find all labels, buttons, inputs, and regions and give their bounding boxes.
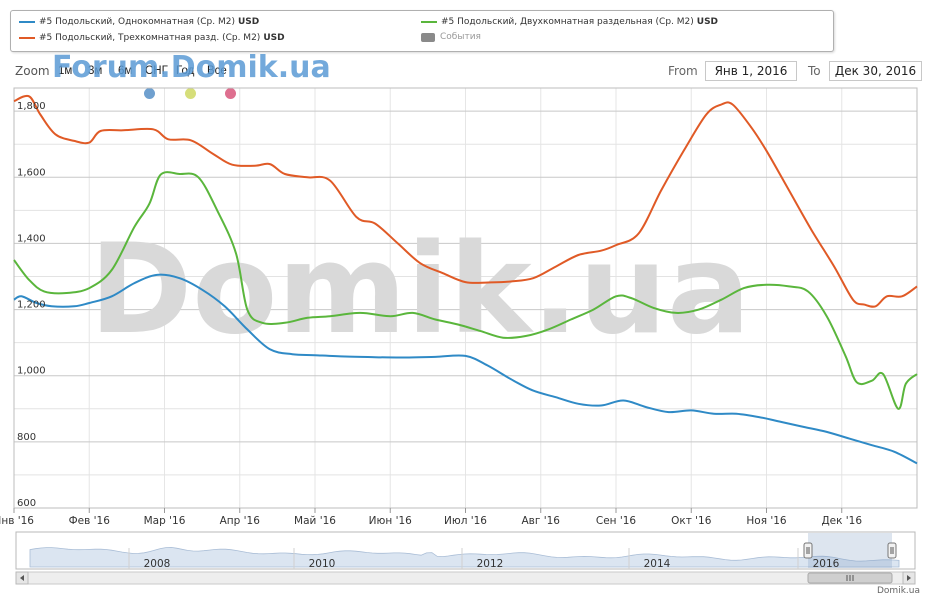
x-tick-label: Июл '16 [444, 515, 487, 527]
from-date-input[interactable]: Янв 1, 2016 [705, 61, 797, 81]
legend-label: #5 Подольский, Трехкомнатная разд. (Ср. … [39, 33, 261, 43]
credit-link[interactable]: Domik.ua [877, 586, 920, 596]
legend-line-icon [421, 21, 437, 23]
x-tick-label: Авг '16 [522, 515, 561, 527]
zoom-all-button[interactable]: Все [207, 65, 227, 77]
event-dot-icon[interactable] [144, 88, 155, 99]
legend-line-icon [19, 37, 35, 39]
to-label: To [808, 64, 821, 78]
y-tick-label: 1,600 [17, 167, 46, 178]
scroll-right-button[interactable] [902, 571, 916, 585]
scrollbar-track[interactable] [15, 571, 916, 585]
x-tick-label: Янв '16 [0, 515, 34, 527]
chevron-right-icon [907, 575, 911, 581]
y-tick-label: 1,800 [17, 101, 46, 112]
plot-frame [13, 87, 918, 509]
y-tick-label: 600 [17, 498, 36, 509]
series-line-one-room[interactable] [13, 273, 918, 465]
series-line-two-room[interactable] [13, 171, 918, 410]
legend-unit: USD [263, 33, 285, 43]
x-tick-label: Окт '16 [671, 515, 712, 527]
legend-unit: USD [696, 17, 719, 27]
zoom-6m-button[interactable]: 6м [118, 65, 133, 77]
legend-label: #5 Подольский, Двухкомнатная раздельная … [441, 17, 694, 27]
from-label: From [668, 64, 698, 78]
navigator-year-label: 2014 [644, 558, 671, 570]
x-tick-label: Фев '16 [69, 515, 111, 527]
navigator-right-handle[interactable] [887, 542, 897, 559]
domik-watermark: Domik.ua [89, 218, 750, 362]
navigator-year-label: 2008 [144, 558, 171, 570]
navigator-year-label: 2012 [477, 558, 504, 570]
scrollbar-thumb[interactable] [807, 572, 893, 584]
legend-item-two-room[interactable]: #5 Подольский, Двухкомнатная раздельная … [421, 17, 718, 27]
legend-item-one-room[interactable]: #5 Подольский, Однокомнатная (Ср. М2) US… [19, 17, 259, 27]
x-tick-label: Май '16 [294, 515, 336, 527]
to-date-input[interactable]: Дек 30, 2016 [829, 61, 922, 81]
legend-unit: USD [237, 17, 260, 27]
y-tick-label: 800 [17, 432, 36, 443]
navigator-selected-range[interactable] [808, 533, 892, 568]
x-tick-label: Мар '16 [144, 515, 186, 527]
x-tick-label: Сен '16 [596, 515, 637, 527]
events-swatch-icon [421, 32, 435, 42]
series-line-three-room[interactable] [13, 94, 918, 308]
x-tick-label: Апр '16 [220, 515, 261, 527]
x-tick-label: Ноя '16 [746, 515, 787, 527]
event-dot-icon[interactable] [185, 88, 196, 99]
zoom-3m-button[interactable]: 3м [88, 65, 103, 77]
legend: #5 Подольский, Однокомнатная (Ср. М2) US… [10, 10, 834, 52]
legend-line-icon [19, 21, 35, 23]
legend-label: События [440, 32, 481, 42]
navigator[interactable] [15, 531, 916, 570]
chevron-left-icon [20, 575, 24, 581]
legend-item-events[interactable]: События [421, 32, 481, 42]
zoom-label: Zoom [15, 64, 50, 78]
zoom-1m-button[interactable]: 1м [58, 65, 73, 77]
navigator-left-handle[interactable] [803, 542, 813, 559]
navigator-year-label: 2016 [813, 558, 840, 570]
x-tick-label: Дек '16 [821, 515, 862, 527]
legend-item-three-room[interactable]: #5 Подольский, Трехкомнатная разд. (Ср. … [19, 33, 285, 43]
legend-label: #5 Подольский, Однокомнатная (Ср. М2) [39, 17, 235, 27]
y-tick-label: 1,200 [17, 300, 46, 311]
zoom-ytd-button[interactable]: СНГ [145, 65, 168, 77]
x-tick-label: Июн '16 [369, 515, 412, 527]
navigator-series-area [29, 546, 900, 568]
zoom-year-button[interactable]: Год [176, 65, 195, 77]
event-dot-icon[interactable] [225, 88, 236, 99]
scroll-left-button[interactable] [15, 571, 29, 585]
y-tick-label: 1,000 [17, 366, 46, 377]
y-tick-label: 1,400 [17, 233, 46, 244]
navigator-year-label: 2010 [309, 558, 336, 570]
